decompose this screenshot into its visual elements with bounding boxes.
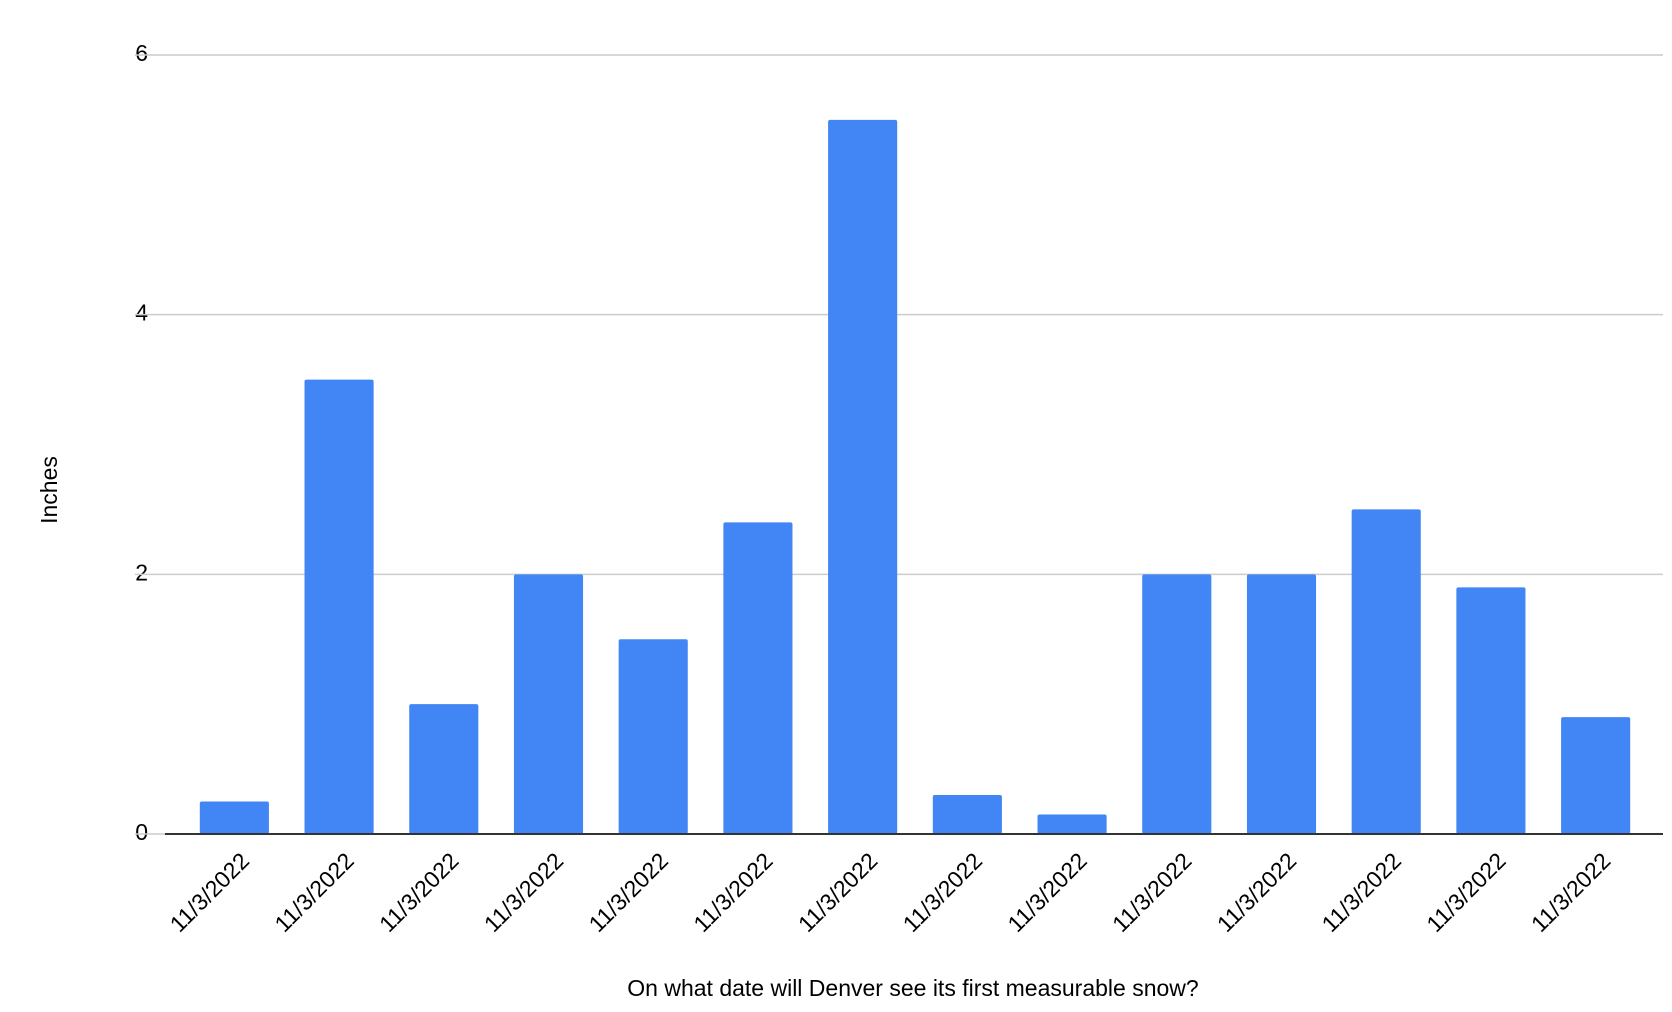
bar (1351, 509, 1421, 834)
x-tick-label: 11/3/2022 (1107, 847, 1197, 937)
x-tick-label: 11/3/2022 (269, 847, 359, 937)
y-tick-label: 6 (135, 40, 148, 66)
x-tick-label: 11/3/2022 (898, 847, 988, 937)
bar (1142, 574, 1212, 834)
x-tick-label: 11/3/2022 (1317, 847, 1407, 937)
bar (1456, 587, 1526, 834)
bar (1037, 814, 1107, 834)
y-axis-title: Inches (36, 456, 62, 524)
x-tick-label: 11/3/2022 (793, 847, 883, 937)
bar (513, 574, 584, 834)
y-tick-label: 0 (135, 819, 148, 845)
x-tick-label: 11/3/2022 (1002, 847, 1092, 937)
x-tick-label: 11/3/2022 (165, 847, 255, 937)
bar (304, 379, 374, 834)
bar (828, 119, 898, 834)
x-tick-label: 11/3/2022 (1421, 847, 1511, 937)
y-tick-label: 2 (135, 559, 148, 585)
x-axis-title: On what date will Denver see its first m… (627, 975, 1198, 1001)
x-tick-label: 11/3/2022 (688, 847, 778, 937)
bar (618, 639, 688, 834)
bar (409, 704, 479, 834)
x-tick-label: 11/3/2022 (1526, 847, 1616, 937)
bar (199, 801, 269, 834)
x-tick-label: 11/3/2022 (584, 847, 674, 937)
bar (1246, 574, 1317, 834)
x-tick-label: 11/3/2022 (1212, 847, 1302, 937)
bar (1561, 717, 1631, 834)
y-tick-label: 4 (135, 300, 148, 326)
x-tick-label: 11/3/2022 (374, 847, 464, 937)
bar (723, 522, 793, 834)
bar (932, 795, 1002, 834)
x-tick-label: 11/3/2022 (479, 847, 569, 937)
